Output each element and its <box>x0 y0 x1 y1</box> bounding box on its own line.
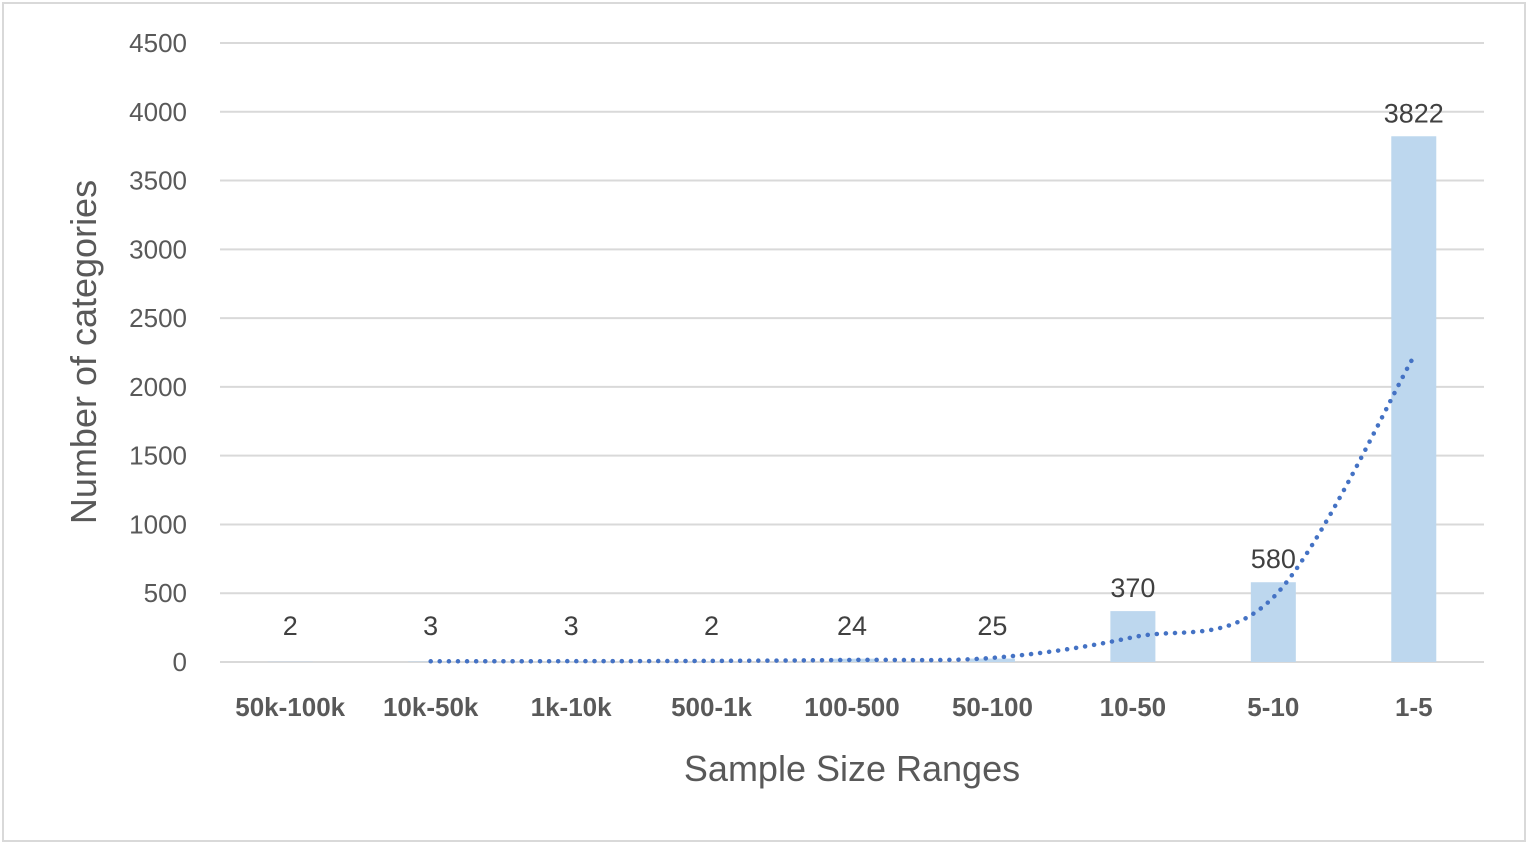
y-tick-label: 1500 <box>129 441 187 471</box>
y-tick-label: 0 <box>173 647 187 677</box>
y-axis-title: Number of categories <box>63 180 104 524</box>
x-tick-label: 50-100 <box>952 692 1033 722</box>
y-tick-label: 500 <box>144 578 187 608</box>
data-label: 2 <box>283 611 298 641</box>
x-tick-label: 1-5 <box>1395 692 1433 722</box>
trendline <box>428 354 1417 664</box>
data-label: 3822 <box>1384 98 1444 128</box>
data-label: 2 <box>704 611 719 641</box>
data-label: 24 <box>837 611 867 641</box>
y-tick-label: 2000 <box>129 372 187 402</box>
data-label: 25 <box>977 611 1007 641</box>
x-tick-label: 10-50 <box>1100 692 1167 722</box>
data-label: 580 <box>1251 544 1296 574</box>
data-label: 370 <box>1110 573 1155 603</box>
trendline-path <box>428 354 1417 664</box>
y-tick-label: 4500 <box>129 28 187 58</box>
y-tick-labels: 0 500 1000 1500 2000 2500 3000 3500 4000 4500 <box>129 28 187 677</box>
data-labels: 2 3 3 2 24 25 370 580 3822 <box>283 98 1444 641</box>
bars <box>267 136 1437 662</box>
y-tick-label: 2500 <box>129 303 187 333</box>
x-axis-title: Sample Size Ranges <box>684 748 1020 789</box>
y-tick-label: 4000 <box>129 97 187 127</box>
bar <box>969 658 1015 662</box>
data-label: 3 <box>423 611 438 641</box>
bar <box>829 658 875 662</box>
x-tick-label: 500-1k <box>671 692 752 722</box>
data-label: 3 <box>564 611 579 641</box>
y-tick-label: 3500 <box>129 166 187 196</box>
bar <box>1391 136 1437 662</box>
x-tick-label: 100-500 <box>804 692 899 722</box>
y-tick-label: 3000 <box>129 234 187 264</box>
x-tick-label: 50k-100k <box>235 692 345 722</box>
x-tick-labels: 50k-100k 10k-50k 1k-10k 500-1k 100-500 50-100… <box>235 692 1432 722</box>
x-tick-label: 5-10 <box>1247 692 1299 722</box>
x-tick-label: 10k-50k <box>383 692 479 722</box>
y-tick-label: 1000 <box>129 509 187 539</box>
x-tick-label: 1k-10k <box>531 692 612 722</box>
bar <box>1250 582 1296 662</box>
